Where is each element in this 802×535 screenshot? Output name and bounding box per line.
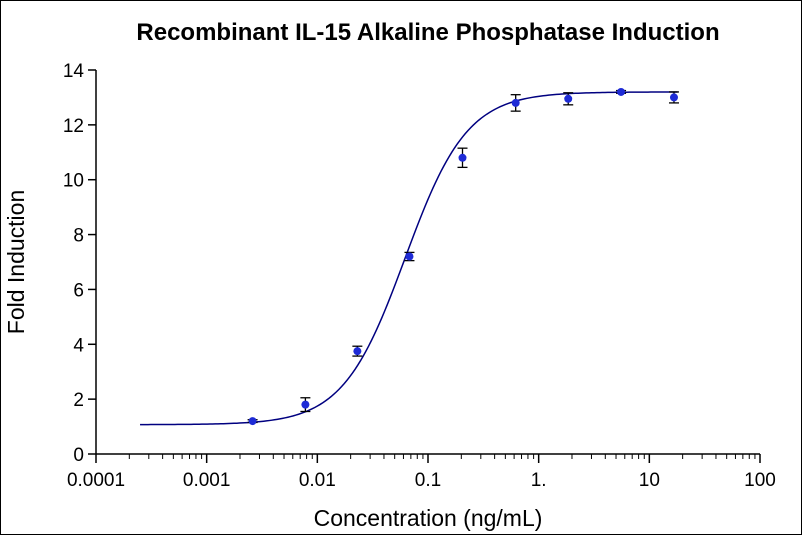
x-tick-label: 0.1 — [415, 470, 441, 491]
data-points-layer — [247, 87, 679, 426]
x-tick-label: 100 — [744, 470, 776, 491]
y-tick-label: 12 — [63, 116, 84, 137]
y-tick-label: 10 — [63, 171, 84, 192]
y-axis-label: Fold Induction — [3, 190, 29, 334]
chart-title: Recombinant IL-15 Alkaline Phosphatase I… — [136, 19, 719, 46]
data-point — [405, 252, 414, 261]
x-tick-label: 0.001 — [183, 470, 231, 491]
y-tick-label: 8 — [73, 226, 84, 247]
x-tick-label: 0.01 — [299, 470, 336, 491]
y-tick-label: 6 — [73, 280, 84, 301]
y-tick-label: 2 — [73, 390, 84, 411]
fit-curve-layer — [140, 91, 678, 426]
data-point — [511, 98, 520, 107]
data-point — [617, 87, 626, 96]
data-point — [458, 153, 467, 162]
data-point — [564, 94, 573, 103]
y-tick-label: 4 — [73, 335, 84, 356]
fit-curve — [140, 91, 678, 426]
axes: 0 2 4 6 8 10 12 14 0.0001 0.001 0.01 0.1 1. 10 100 — [63, 61, 776, 491]
x-tick-label: 10 — [639, 470, 660, 491]
y-tick-label: 0 — [73, 445, 84, 466]
x-tick-label: 0.0001 — [67, 470, 125, 491]
x-axis-label: Concentration (ng/mL) — [314, 505, 543, 531]
data-point — [353, 347, 362, 356]
x-tick-label: 1. — [531, 470, 547, 491]
data-point — [301, 400, 310, 409]
data-point — [248, 417, 257, 426]
data-point — [669, 93, 678, 102]
y-tick-label: 14 — [63, 61, 85, 82]
